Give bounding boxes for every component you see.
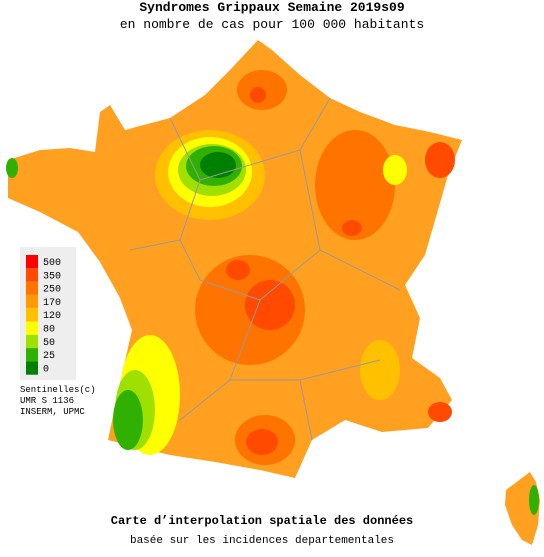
title: Syndromes Grippaux Semaine 2019s09	[139, 0, 404, 15]
legend-label: 250	[43, 285, 61, 296]
legend-label: 50	[43, 338, 55, 349]
region	[315, 130, 395, 240]
region	[250, 87, 266, 103]
region	[342, 220, 362, 236]
legend-swatch	[26, 321, 38, 335]
region	[425, 142, 455, 178]
legend-swatch	[26, 268, 38, 282]
region	[226, 260, 250, 280]
footer-subtitle: basée sur les incidences departementales	[130, 535, 394, 547]
credit: UMR S 1136	[20, 396, 74, 406]
region	[383, 155, 407, 185]
legend-swatch	[26, 361, 38, 375]
legend-swatch	[26, 308, 38, 322]
region	[360, 340, 400, 400]
footer-title: Carte d’interpolation spatiale des donné…	[111, 514, 413, 528]
region	[428, 402, 452, 422]
legend-label: 350	[43, 271, 61, 282]
credit: Sentinelles(c)	[20, 385, 96, 395]
legend-swatch	[26, 334, 38, 349]
legend-label: 170	[43, 298, 61, 309]
legend-label: 25	[43, 351, 55, 362]
france-map	[6, 40, 540, 545]
legend-label: 120	[43, 311, 61, 322]
subtitle: en nombre de cas pour 100 000 habitants	[120, 17, 424, 32]
legend-swatch	[26, 281, 38, 295]
region	[529, 485, 539, 515]
legend-label: 500	[43, 258, 61, 269]
legend-swatch	[26, 294, 38, 309]
region	[245, 280, 295, 330]
legend-swatch	[26, 348, 38, 362]
credit: INSERM, UPMC	[20, 407, 85, 417]
region	[113, 390, 143, 450]
region	[6, 158, 18, 178]
region	[246, 429, 278, 455]
legend-label: 80	[43, 325, 55, 336]
borders	[129, 97, 401, 441]
legend-swatch	[26, 255, 38, 269]
legend-label: 0	[43, 364, 49, 375]
